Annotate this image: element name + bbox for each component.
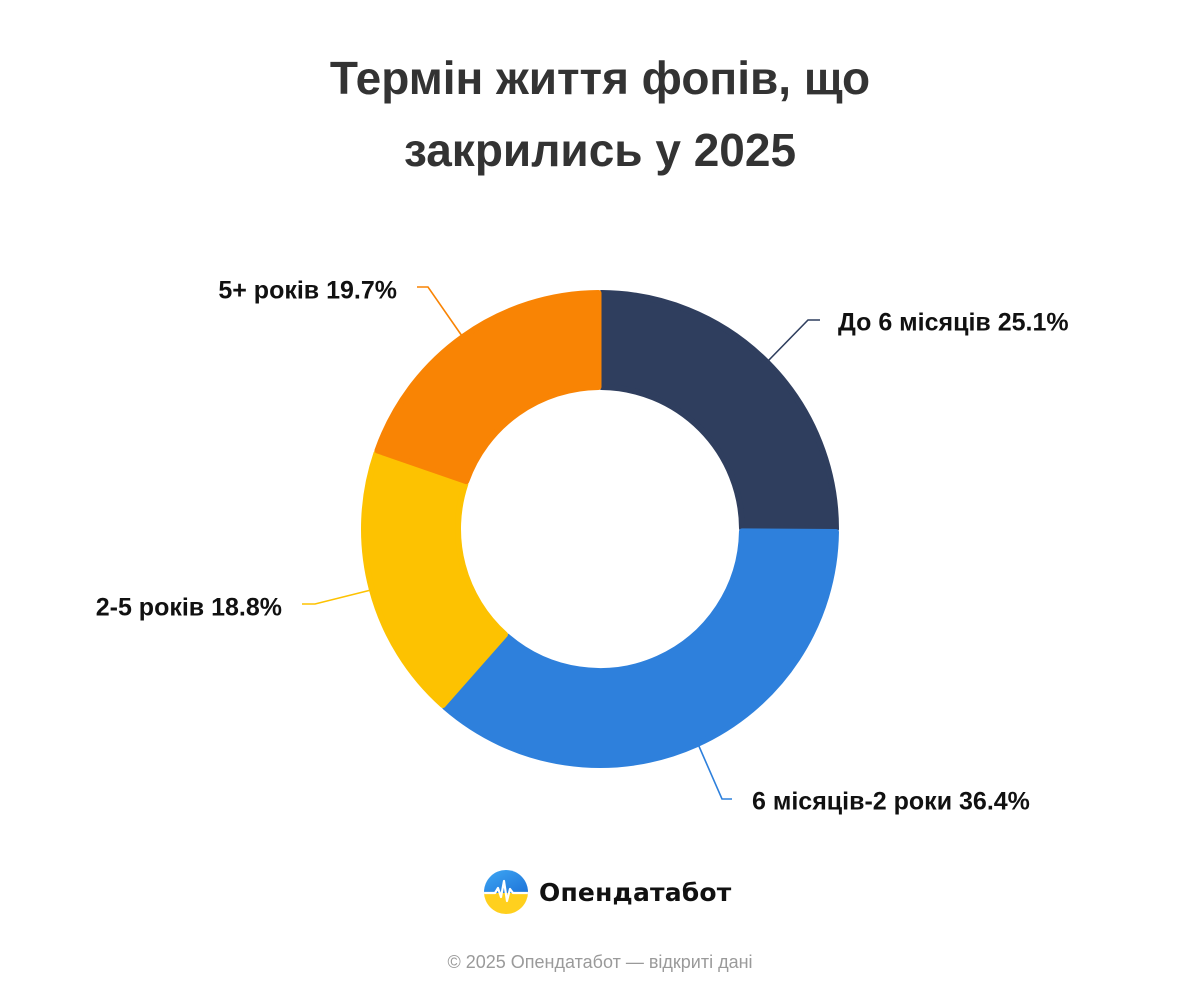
donut-slices: [361, 290, 839, 768]
slice-labels: До 6 місяців 25.1% 6 місяців-2 роки 36.4%…: [96, 277, 1069, 816]
brand-name: Опендатабот: [539, 877, 732, 907]
label-leader-lines: [302, 286, 820, 800]
donut-slice-3: [361, 450, 508, 709]
leader-line-3: [302, 589, 372, 605]
chart-title-line-2: закрились у 2025: [403, 124, 797, 176]
slice-label-1: До 6 місяців 25.1%: [838, 309, 1069, 337]
brand-logo: Опендатабот: [483, 869, 732, 915]
leader-line-4: [417, 286, 463, 337]
chart-title-line-1: Термін життя фопів, що: [329, 52, 871, 104]
slice-label-4: 5+ років 19.7%: [218, 277, 397, 305]
chart-title: Термін життя фопів, що закрились у 2025: [0, 42, 1200, 186]
donut-slice-2: [442, 528, 839, 768]
slice-label-2: 6 місяців-2 роки 36.4%: [752, 788, 1030, 816]
slice-label-3: 2-5 років 18.8%: [96, 594, 282, 622]
leader-line-1: [767, 319, 820, 362]
donut-slice-4: [374, 290, 602, 485]
opendatabot-logo-icon: [484, 870, 528, 914]
footer-copyright: © 2025 Опендатабот — відкриті дані: [447, 952, 753, 972]
leader-line-2: [697, 743, 732, 800]
donut-slice-1: [598, 290, 839, 532]
